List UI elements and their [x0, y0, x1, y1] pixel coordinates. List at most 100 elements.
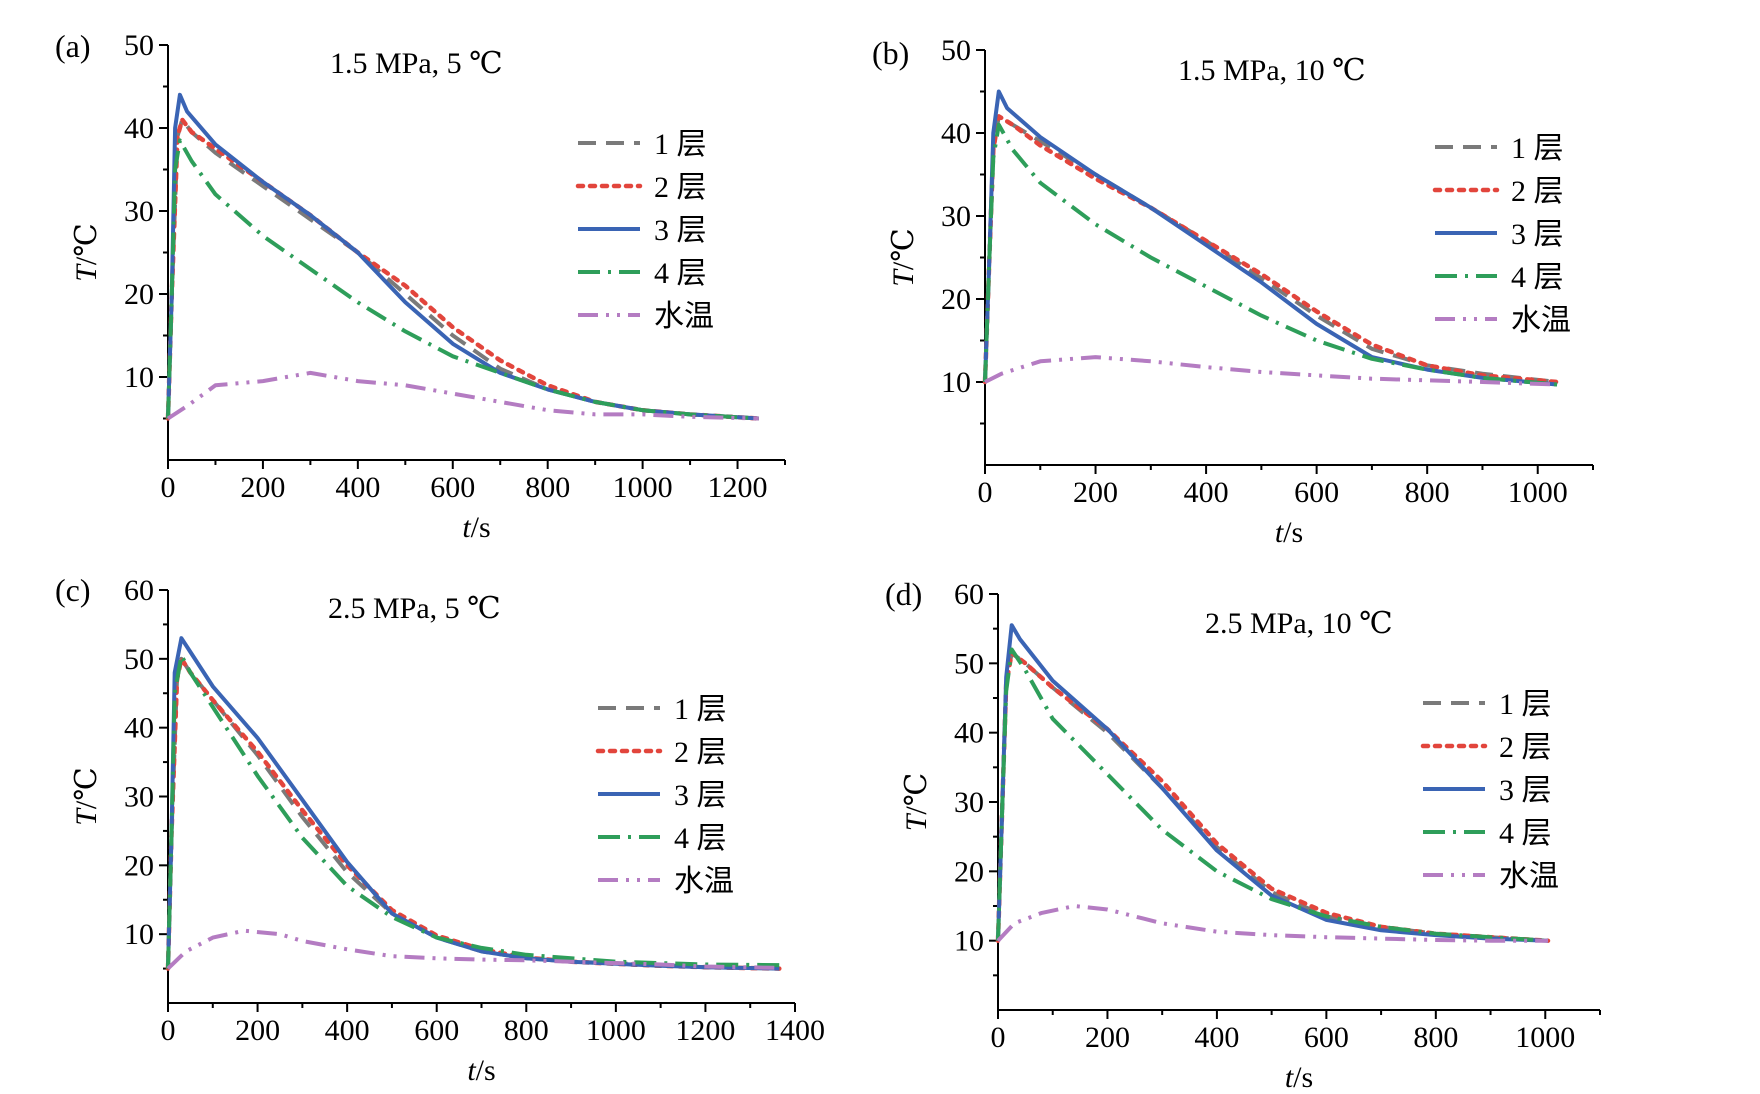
x-tick-label: 200 — [240, 471, 285, 504]
y-tick-label: 20 — [124, 849, 154, 882]
y-tick-label: 10 — [954, 925, 984, 958]
y-tick-label: 30 — [941, 200, 971, 233]
x-tick-label: 200 — [235, 1014, 280, 1047]
x-tick-label: 200 — [1073, 476, 1118, 509]
legend: 1 层 2 层 3 层 4 层水温 — [575, 128, 714, 333]
x-tick-label: 1400 — [765, 1014, 825, 1047]
x-axis-label-unit: /s — [1283, 516, 1303, 549]
legend-label: 4 层 — [1499, 817, 1552, 850]
y-axis-label-unit: /℃ — [887, 228, 920, 270]
panel-label: (d) — [885, 576, 922, 612]
legend: 1 层 2 层 3 层 4 层水温 — [595, 693, 734, 898]
x-tick-label: 1200 — [708, 471, 768, 504]
series-line-layer4 — [983, 122, 1558, 387]
chart-panel-d: 0 200 400 600 800 1000 10 20 30 40 50 60 t/s T/℃ (d) 2.… — [885, 576, 1601, 1094]
panel-label: (c) — [55, 572, 91, 608]
y-tick-label: 20 — [954, 855, 984, 888]
y-axis-label-variable: T — [887, 268, 920, 287]
legend-label: 4 层 — [654, 257, 707, 290]
y-axis-label-variable: T — [900, 812, 933, 831]
legend-label: 2 层 — [654, 171, 707, 204]
y-tick-label: 40 — [941, 117, 971, 150]
y-tick-label: 10 — [124, 361, 154, 394]
x-tick-label: 600 — [414, 1014, 459, 1047]
legend-label: 4 层 — [674, 822, 727, 855]
y-tick-label: 40 — [124, 112, 154, 145]
x-tick-label: 0 — [991, 1021, 1006, 1054]
y-tick-label: 60 — [124, 574, 154, 607]
y-axis-label-variable: T — [70, 263, 103, 282]
legend-label: 水温 — [674, 865, 734, 898]
x-tick-label: 200 — [1085, 1021, 1130, 1054]
series-line-layer3 — [983, 89, 1558, 387]
y-axis-label-unit: /℃ — [70, 223, 103, 265]
x-axis-label: t/s — [462, 511, 490, 544]
x-axis-label-unit: /s — [471, 511, 491, 544]
x-tick-label: 1000 — [1515, 1021, 1575, 1054]
x-tick-label: 1000 — [1508, 476, 1568, 509]
series-line-water — [166, 370, 759, 421]
y-tick-label: 60 — [954, 578, 984, 611]
x-tick-label: 1200 — [675, 1014, 735, 1047]
x-axis-label-variable: t — [1275, 516, 1284, 549]
y-axis-label: T/℃ — [887, 228, 920, 287]
y-tick-label: 50 — [124, 643, 154, 676]
x-axis-label: t/s — [467, 1054, 495, 1087]
x-tick-label: 0 — [161, 471, 176, 504]
y-tick-label: 40 — [124, 712, 154, 745]
y-tick-label: 50 — [954, 647, 984, 680]
x-tick-label: 600 — [1304, 1021, 1349, 1054]
y-axis-label-unit: /℃ — [900, 773, 933, 815]
y-tick-label: 50 — [124, 29, 154, 62]
chart-title: 1.5 MPa, 5 ℃ — [330, 47, 503, 80]
y-tick-label: 10 — [941, 366, 971, 399]
legend-label: 2 层 — [674, 736, 727, 769]
y-tick-label: 20 — [124, 278, 154, 311]
y-tick-label: 40 — [954, 717, 984, 750]
legend-label: 4 层 — [1511, 261, 1564, 294]
series-line-water — [166, 928, 780, 971]
x-axis-label-unit: /s — [476, 1054, 496, 1087]
x-axis-label-variable: t — [1285, 1061, 1294, 1094]
legend-label: 2 层 — [1511, 175, 1564, 208]
x-tick-label: 400 — [1184, 476, 1229, 509]
x-axis-label: t/s — [1275, 516, 1303, 549]
series-line-layer3 — [996, 623, 1549, 943]
legend-label: 水温 — [1499, 860, 1559, 893]
series-line-water — [984, 355, 1558, 387]
x-axis-label: t/s — [1285, 1061, 1313, 1094]
series-line-layer4 — [166, 138, 760, 421]
legend-label: 1 层 — [1511, 132, 1564, 165]
legend-label: 3 层 — [1499, 774, 1552, 807]
panel-label: (b) — [872, 35, 909, 71]
x-tick-label: 800 — [1413, 1021, 1458, 1054]
x-tick-label: 1000 — [613, 471, 673, 504]
chart-panel-a: 0 200 400 600 800 1000 1200 10 20 30 40 50 t/s T/℃ (a)… — [55, 28, 786, 544]
chart-panel-b: 0 200 400 600 800 1000 10 20 30 40 50 t/s T/℃ (b) 1.5 … — [872, 34, 1594, 549]
x-axis-label-variable: t — [467, 1054, 476, 1087]
series-line-layer4 — [996, 647, 1549, 943]
x-axis-label-variable: t — [462, 511, 471, 544]
legend: 1 层 2 层 3 层 4 层水温 — [1432, 132, 1571, 337]
chart-title: 2.5 MPa, 5 ℃ — [328, 592, 501, 625]
x-tick-label: 400 — [335, 471, 380, 504]
x-tick-label: 0 — [978, 476, 993, 509]
x-tick-label: 800 — [1405, 476, 1450, 509]
y-axis-label: T/℃ — [900, 773, 933, 832]
x-tick-label: 1000 — [586, 1014, 646, 1047]
chart-title: 2.5 MPa, 10 ℃ — [1205, 607, 1393, 640]
legend-label: 水温 — [1511, 304, 1571, 337]
legend-label: 水温 — [654, 300, 714, 333]
legend-label: 3 层 — [674, 779, 727, 812]
x-axis-label-unit: /s — [1293, 1061, 1313, 1094]
x-tick-label: 0 — [161, 1014, 176, 1047]
y-tick-label: 20 — [941, 283, 971, 316]
legend: 1 层 2 层 3 层 4 层水温 — [1420, 688, 1559, 893]
x-tick-label: 400 — [1194, 1021, 1239, 1054]
legend-label: 3 层 — [1511, 218, 1564, 251]
y-tick-label: 30 — [954, 786, 984, 819]
legend-label: 3 层 — [654, 214, 707, 247]
panel-label: (a) — [55, 28, 91, 64]
y-axis-label: T/℃ — [70, 223, 103, 282]
